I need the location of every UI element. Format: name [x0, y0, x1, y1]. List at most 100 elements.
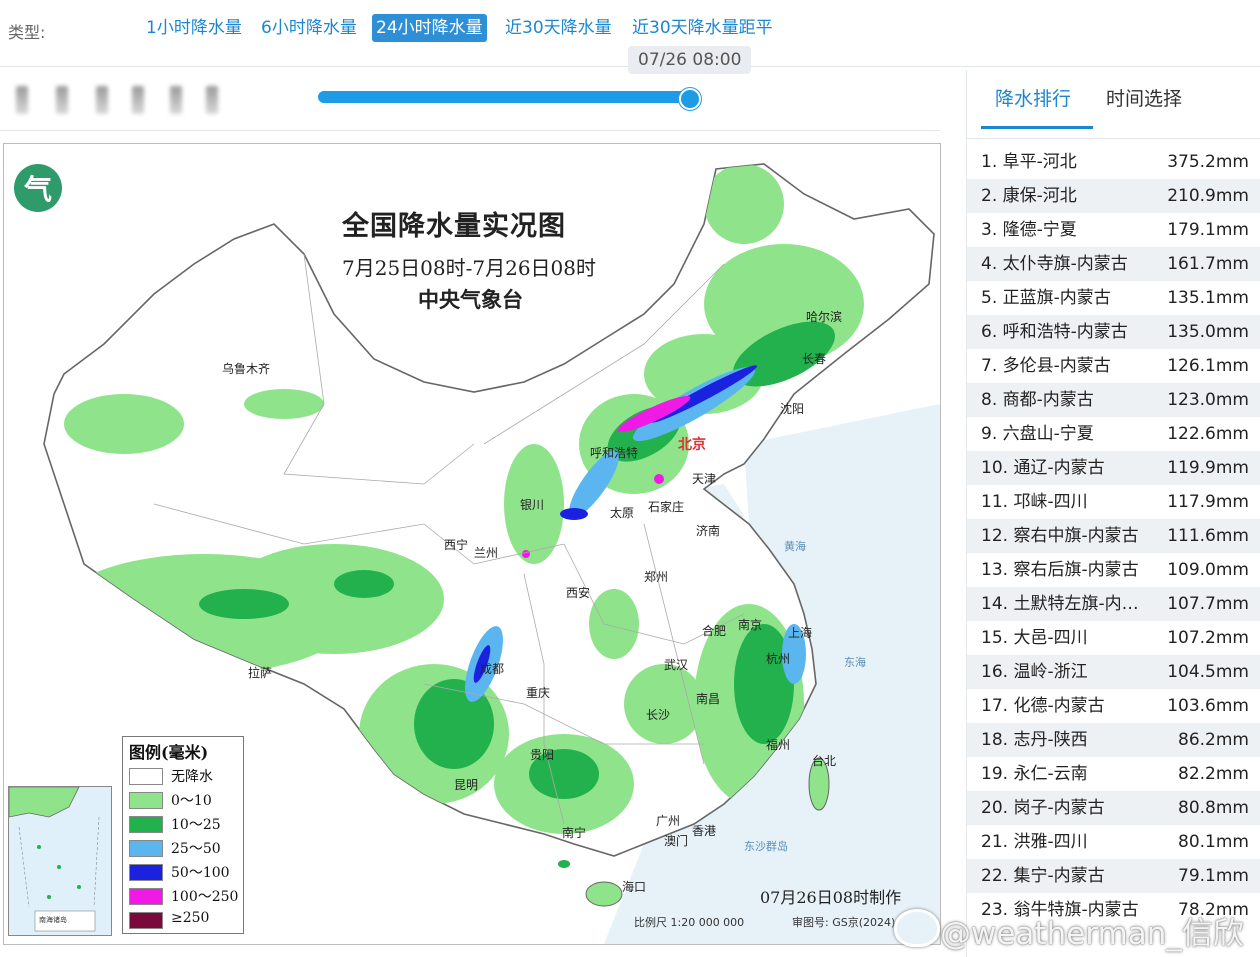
legend-swatch [129, 792, 163, 809]
ranking-row[interactable]: 14. 土默特左旗-内… 107.7mm [967, 587, 1260, 621]
station-name: 9. 六盘山-宁夏 [981, 424, 1094, 444]
ranking-row[interactable]: 21. 洪雅-四川 80.1mm [967, 825, 1260, 859]
legend-swatch [129, 768, 163, 785]
city-label: 福州 [766, 738, 791, 752]
weibo-logo [894, 909, 940, 947]
ranking-row[interactable]: 12. 察右中旗-内蒙古 111.6mm [967, 519, 1260, 553]
ranking-row[interactable]: 19. 永仁-云南 82.2mm [967, 757, 1260, 791]
legend-swatch [129, 912, 163, 929]
precip-value: 111.6mm [1167, 526, 1249, 546]
ranking-row[interactable]: 15. 大邑-四川 107.2mm [967, 621, 1260, 655]
ranking-row[interactable]: 20. 岗子-内蒙古 80.8mm [967, 791, 1260, 825]
city-label: 银川 [520, 498, 545, 512]
city-label: 拉萨 [248, 666, 273, 680]
legend-label: 100～250 [171, 889, 239, 905]
precipitation-map: 气 全国降水量实况图 7月25日08时-7月26日08时 中央气象台 乌鲁木齐 … [3, 143, 941, 945]
legend-swatch [129, 864, 163, 881]
ranking-row[interactable]: 7. 多伦县-内蒙古 126.1mm [967, 349, 1260, 383]
ranking-row[interactable]: 23. 翁牛特旗-内蒙古 78.2mm [967, 893, 1260, 927]
divider [0, 130, 940, 131]
capital-label: 北京 [678, 437, 706, 453]
city-label: 济南 [696, 524, 721, 538]
tab-precip-ranking[interactable]: 降水排行 [995, 88, 1072, 110]
ranking-row[interactable]: 1. 阜平-河北 375.2mm [967, 145, 1260, 179]
precip-value: 117.9mm [1167, 492, 1249, 512]
sea-label: 黄海 [784, 540, 806, 553]
city-label: 合肥 [702, 624, 727, 638]
ranking-row[interactable]: 16. 温岭-浙江 104.5mm [967, 655, 1260, 689]
precip-value: 119.9mm [1167, 458, 1249, 478]
ranking-row[interactable]: 4. 太仆寺旗-内蒙古 161.7mm [967, 247, 1260, 281]
station-name: 17. 化德-内蒙古 [981, 696, 1105, 716]
city-label: 长春 [802, 352, 827, 366]
city-label: 杭州 [766, 652, 791, 666]
city-label: 昆明 [454, 778, 479, 792]
city-label: 兰州 [474, 546, 499, 560]
ranking-row[interactable]: 10. 通辽-内蒙古 119.9mm [967, 451, 1260, 485]
ranking-row[interactable]: 3. 隆德-宁夏 179.1mm [967, 213, 1260, 247]
tab-30d-precip[interactable]: 近30天降水量 [505, 18, 612, 38]
map-approval-number: 审图号: GS京(2024) [792, 916, 896, 929]
inset-label: 南海诸岛 [39, 916, 67, 924]
city-label: 南昌 [696, 692, 721, 706]
legend-label: 0～10 [171, 793, 212, 809]
sea-label: 东海 [844, 656, 866, 669]
station-name: 4. 太仆寺旗-内蒙古 [981, 254, 1128, 274]
city-label: 澳门 [664, 834, 689, 848]
ranking-row[interactable]: 8. 商都-内蒙古 123.0mm [967, 383, 1260, 417]
tab-30d-anomaly[interactable]: 近30天降水量距平 [632, 18, 773, 38]
ranking-row[interactable]: 5. 正蓝旗-内蒙古 135.1mm [967, 281, 1260, 315]
ranking-row[interactable]: 17. 化德-内蒙古 103.6mm [967, 689, 1260, 723]
precip-value: 107.7mm [1167, 594, 1249, 614]
blurred-logo [10, 82, 230, 118]
legend-label: 50～100 [171, 865, 230, 881]
precip-value: 107.2mm [1167, 628, 1249, 648]
ranking-row[interactable]: 9. 六盘山-宁夏 122.6mm [967, 417, 1260, 451]
map-title: 全国降水量实况图 [342, 211, 566, 242]
tab-6h-precip[interactable]: 6小时降水量 [261, 18, 357, 38]
city-label: 南宁 [562, 826, 587, 840]
station-name: 21. 洪雅-四川 [981, 832, 1088, 852]
precip-value: 103.6mm [1167, 696, 1249, 716]
precip-value: 135.1mm [1167, 288, 1249, 308]
legend-swatch [129, 888, 163, 905]
ranking-row[interactable]: 2. 康保-河北 210.9mm [967, 179, 1260, 213]
type-label: 类型: [8, 23, 46, 42]
made-time: 07月26日08时制作 [760, 888, 902, 907]
precip-value: 86.2mm [1178, 730, 1249, 750]
city-label: 武汉 [664, 658, 689, 672]
precip-value: 122.6mm [1167, 424, 1249, 444]
tab-24h-precip[interactable]: 24小时降水量 [372, 14, 487, 42]
station-name: 5. 正蓝旗-内蒙古 [981, 288, 1111, 308]
precip-value: 80.8mm [1178, 798, 1249, 818]
ranking-row[interactable]: 13. 察右后旗-内蒙古 109.0mm [967, 553, 1260, 587]
precip-value: 104.5mm [1167, 662, 1249, 682]
station-name: 12. 察右中旗-内蒙古 [981, 526, 1139, 546]
map-graphic [4, 144, 940, 944]
city-label: 海口 [622, 880, 647, 894]
inset-graphic [9, 787, 100, 932]
city-label: 香港 [692, 824, 717, 838]
city-label: 重庆 [526, 686, 551, 700]
station-name: 18. 志丹-陕西 [981, 730, 1088, 750]
tab-time-select[interactable]: 时间选择 [1106, 88, 1183, 110]
time-slider-handle[interactable] [679, 88, 701, 110]
city-label: 西安 [566, 586, 591, 600]
watermark: @weatherman_信欣 [940, 916, 1244, 952]
ranking-row[interactable]: 18. 志丹-陕西 86.2mm [967, 723, 1260, 757]
ranking-row[interactable]: 6. 呼和浩特-内蒙古 135.0mm [967, 315, 1260, 349]
station-name: 15. 大邑-四川 [981, 628, 1088, 648]
station-name: 1. 阜平-河北 [981, 152, 1077, 172]
ranking-row[interactable]: 22. 集宁-内蒙古 79.1mm [967, 859, 1260, 893]
legend-swatch [129, 816, 163, 833]
time-slider-track[interactable] [318, 91, 690, 103]
precip-value: 375.2mm [1167, 152, 1249, 172]
tab-1h-precip[interactable]: 1小时降水量 [146, 18, 242, 38]
station-name: 7. 多伦县-内蒙古 [981, 356, 1111, 376]
ranking-row[interactable]: 11. 邛崃-四川 117.9mm [967, 485, 1260, 519]
precip-value: 109.0mm [1167, 560, 1249, 580]
station-name: 11. 邛崃-四川 [981, 492, 1088, 512]
map-agency: 中央气象台 [418, 287, 523, 312]
city-label: 长沙 [646, 708, 671, 722]
city-label: 西宁 [444, 538, 469, 552]
